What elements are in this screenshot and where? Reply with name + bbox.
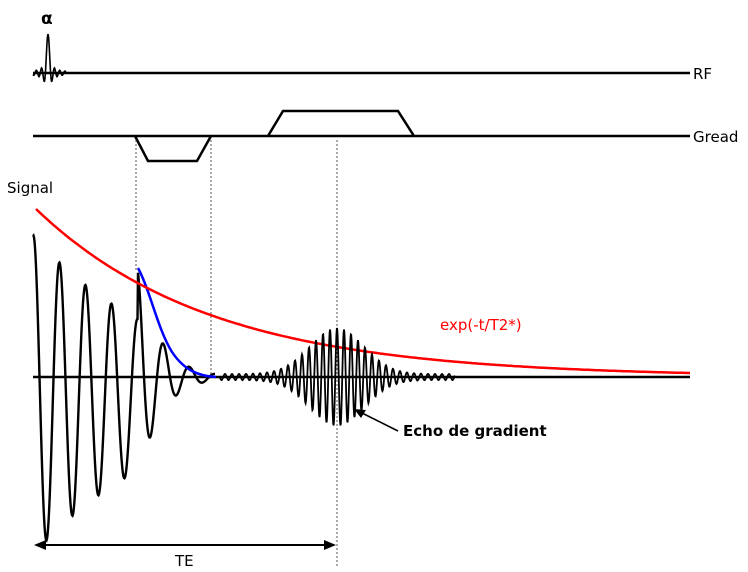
gread-negative-lobe <box>133 135 213 163</box>
gread-positive-lobe <box>266 109 416 137</box>
decay-label: exp(-t/T2*) <box>440 316 522 334</box>
gread-label: Gread <box>693 128 738 146</box>
echo-label: Echo de gradient <box>403 422 547 440</box>
te-arrow-head-left <box>34 540 46 550</box>
te-label: TE <box>174 552 194 570</box>
te-arrow-head-right <box>324 540 336 550</box>
echo-arrow <box>359 411 399 432</box>
echo-signal <box>219 327 456 426</box>
alpha-label: α <box>41 9 53 29</box>
fid-signal <box>32 233 215 543</box>
fid-decay-curve <box>136 267 217 379</box>
decay-envelope-curve <box>35 208 690 375</box>
echo-arrow-head <box>354 409 366 418</box>
rf-label: RF <box>693 65 712 83</box>
rf-pulse <box>32 33 67 83</box>
signal-label: Signal <box>7 179 53 197</box>
